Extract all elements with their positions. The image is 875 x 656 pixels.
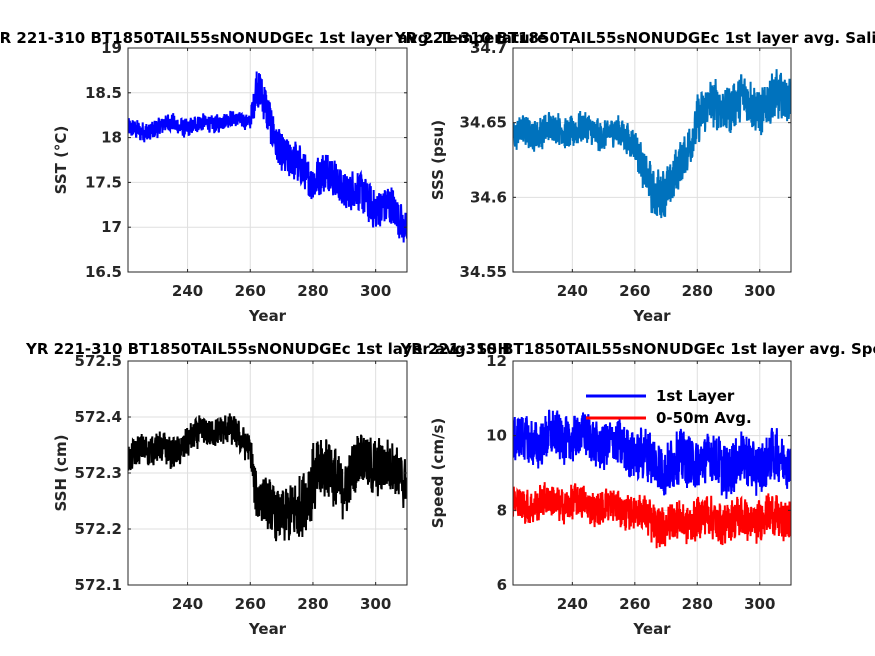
chart-panel-4: 240 260 280 300 6 8 10 12 Year Speed (cm/s) 1st La… (429, 352, 792, 638)
plot-area (128, 48, 407, 272)
plot-area (513, 48, 791, 272)
x-tick-label: 280 (682, 595, 713, 613)
chart-panel-2: 240 260 280 300 34.55 34.6 34.65 34.7 Year SSS (p… (429, 39, 792, 325)
y-tick-label: 34.6 (470, 188, 507, 206)
y-tick-label: 12 (486, 352, 507, 370)
x-tick-label: 260 (235, 282, 266, 300)
chart-panel-3: 240 260 280 300 572.1 572.2 572.3 572.4 572.5 Yea… (52, 352, 408, 638)
x-axis-label: Year (632, 307, 671, 325)
y-tick-label: 34.55 (460, 263, 507, 281)
y-tick-label: 6 (497, 576, 507, 594)
x-tick-label: 240 (557, 595, 588, 613)
y-tick-label: 18.5 (85, 84, 122, 102)
y-tick-label: 10 (486, 427, 507, 445)
axes-box (512, 360, 792, 586)
x-tick-label: 280 (297, 595, 328, 613)
x-axis-label: Year (248, 307, 287, 325)
y-tick-label: 16.5 (85, 263, 122, 281)
y-axis-label: SSH (cm) (52, 435, 70, 512)
chart-title-3: YR 221-310 BT1850TAIL55sNONUDGEc 1st lay… (25, 340, 510, 358)
y-tick-label: 572.5 (75, 352, 122, 370)
legend-label-2: 0-50m Avg. (656, 409, 752, 427)
y-axis-label: SST (°C) (52, 126, 70, 195)
y-tick-label: 17 (101, 218, 122, 236)
x-tick-label: 260 (619, 282, 650, 300)
axes-box (512, 47, 792, 273)
y-tick-label: 18 (101, 129, 122, 147)
x-tick-label: 300 (744, 282, 775, 300)
y-tick-label: 8 (497, 501, 507, 519)
chart-panel-1: 240 260 280 300 16.5 17 17.5 18 18.5 19 Year SST (°… (52, 39, 408, 325)
x-tick-label: 280 (297, 282, 328, 300)
series-line-1 (513, 69, 791, 219)
x-tick-label: 240 (172, 595, 203, 613)
x-axis-label: Year (632, 620, 671, 638)
y-tick-label: 34.65 (460, 114, 507, 132)
series-line-1 (128, 71, 407, 243)
y-tick-label: 572.4 (75, 408, 122, 426)
y-tick-label: 572.1 (75, 576, 122, 594)
series-line-1 (513, 409, 791, 499)
x-tick-label: 300 (360, 595, 391, 613)
x-tick-label: 280 (682, 282, 713, 300)
x-tick-label: 260 (619, 595, 650, 613)
x-tick-label: 240 (557, 282, 588, 300)
x-tick-label: 240 (172, 282, 203, 300)
y-tick-label: 19 (101, 39, 122, 57)
axes-box (127, 47, 408, 273)
series-line-1 (128, 413, 407, 542)
x-tick-label: 300 (744, 595, 775, 613)
y-tick-label: 572.3 (75, 464, 122, 482)
x-tick-label: 300 (360, 282, 391, 300)
chart-title-2: YR 221-310 BT1850TAIL55sNONUDGEc 1st lay… (394, 29, 875, 47)
legend: 1st Layer 0-50m Avg. (586, 387, 752, 427)
y-tick-label: 34.7 (470, 39, 507, 57)
legend-label-1: 1st Layer (656, 387, 735, 405)
y-tick-label: 572.2 (75, 520, 122, 538)
y-axis-label: Speed (cm/s) (429, 418, 447, 529)
y-axis-label: SSS (psu) (429, 120, 447, 200)
x-tick-label: 260 (235, 595, 266, 613)
x-axis-label: Year (248, 620, 287, 638)
y-tick-label: 17.5 (85, 173, 122, 191)
chart-title-1: YR 221-310 BT1850TAIL55sNONUDGEc 1st lay… (0, 29, 547, 47)
chart-title-4: YR 221-310 BT1850TAIL55sNONUDGEc 1st lay… (399, 340, 875, 358)
series-line-2 (513, 482, 791, 549)
